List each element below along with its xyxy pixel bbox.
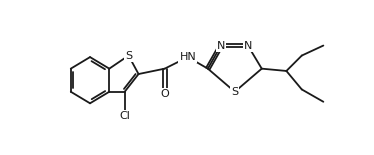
Text: S: S	[125, 51, 132, 61]
Text: N: N	[244, 41, 252, 51]
Text: O: O	[160, 89, 169, 99]
Text: N: N	[217, 41, 225, 51]
Text: S: S	[231, 87, 238, 97]
Text: HN: HN	[180, 52, 196, 62]
Text: Cl: Cl	[119, 111, 130, 121]
